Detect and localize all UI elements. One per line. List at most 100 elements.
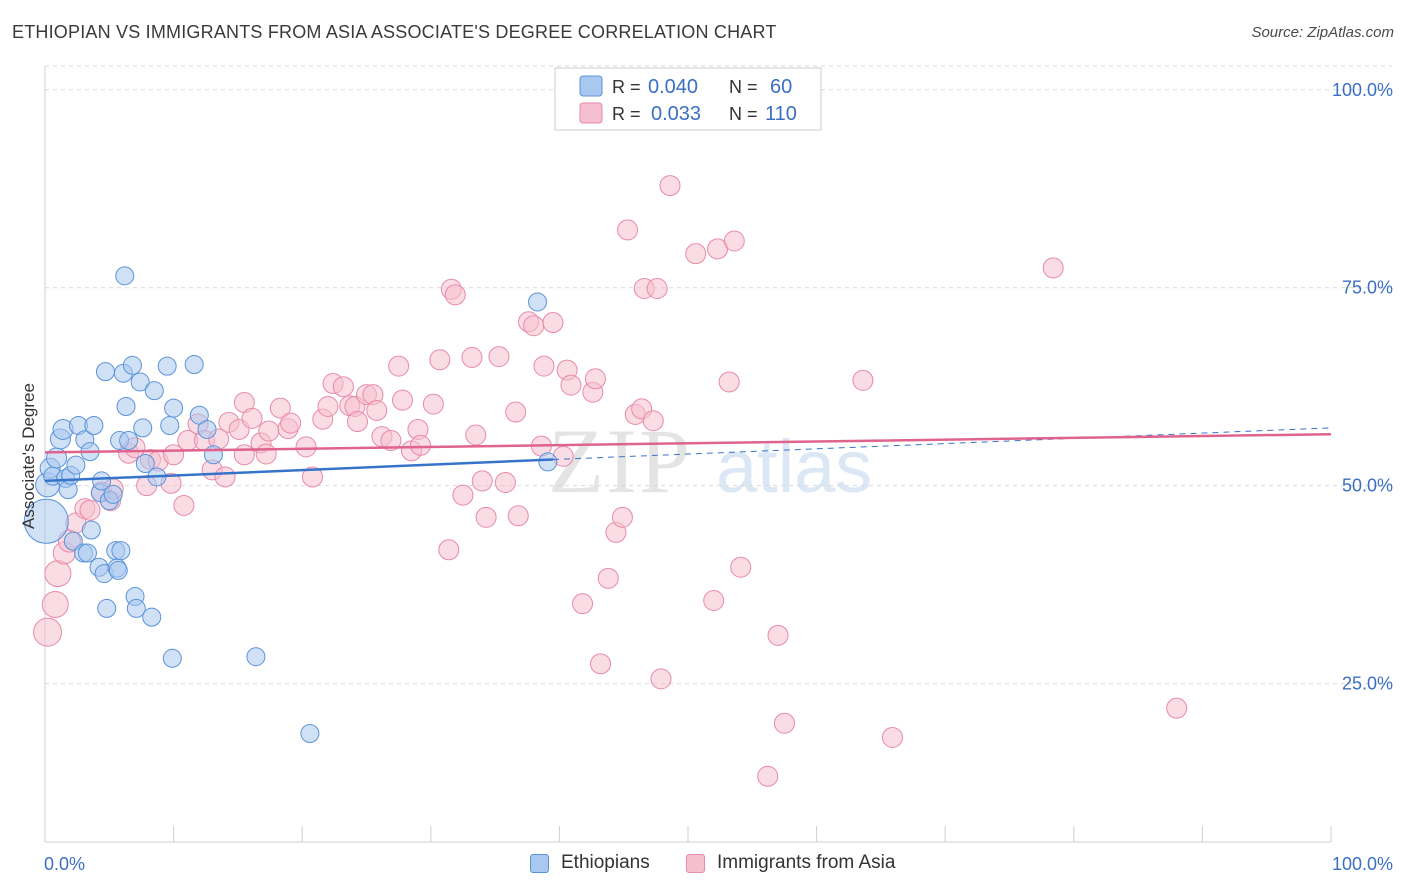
x-axis-ticks xyxy=(44,826,1332,842)
data-point xyxy=(133,418,153,438)
data-point xyxy=(280,412,302,434)
data-point xyxy=(84,415,104,435)
data-point xyxy=(461,346,483,368)
data-point xyxy=(116,396,136,416)
data-point xyxy=(66,455,86,475)
y-axis-tick-labels: 25.0% 50.0% 75.0% 100.0% xyxy=(1332,80,1393,694)
data-point xyxy=(164,398,184,418)
data-point xyxy=(494,472,516,494)
data-point xyxy=(584,368,606,390)
data-point xyxy=(122,355,142,375)
data-point xyxy=(380,430,402,452)
data-point xyxy=(757,765,779,787)
y-tick-label: 100.0% xyxy=(1332,80,1393,100)
data-point xyxy=(1166,697,1188,719)
data-point xyxy=(317,395,339,417)
data-point xyxy=(41,590,69,618)
data-point xyxy=(438,539,460,561)
y-tick-label: 50.0% xyxy=(1342,476,1393,496)
y-axis-title: Associate's Degree xyxy=(19,383,38,529)
data-point xyxy=(505,401,527,423)
data-point xyxy=(590,653,612,675)
data-point xyxy=(646,278,668,300)
data-point xyxy=(723,230,745,252)
legend-n-value-1: 60 xyxy=(770,76,792,98)
data-point xyxy=(523,315,545,337)
data-point xyxy=(471,470,493,492)
data-point xyxy=(465,424,487,446)
data-point xyxy=(542,312,564,334)
chart-source: Source: ZipAtlas.com xyxy=(1251,24,1394,41)
data-point xyxy=(119,431,139,451)
data-point xyxy=(422,393,444,415)
data-point xyxy=(767,624,789,646)
data-point xyxy=(81,520,101,540)
data-point xyxy=(77,543,97,563)
y-tick-label: 75.0% xyxy=(1342,278,1393,298)
watermark-atlas: atlas xyxy=(716,425,872,508)
data-point xyxy=(130,372,150,392)
legend-bottom-ethiopians: Ethiopians xyxy=(530,852,650,874)
data-point xyxy=(79,499,101,521)
y-tick-label: 25.0% xyxy=(1342,674,1393,694)
data-point xyxy=(301,466,323,488)
legend-swatch-ethiopians xyxy=(579,75,603,97)
trend-line-ethiopians xyxy=(44,458,554,483)
data-point xyxy=(429,349,451,371)
data-point xyxy=(173,494,195,516)
series-immigrants-from-asia-points xyxy=(33,175,1188,787)
data-point xyxy=(97,598,117,618)
data-point xyxy=(203,445,223,465)
data-point xyxy=(650,668,672,690)
data-point xyxy=(95,362,115,382)
data-point xyxy=(410,434,432,456)
series-ethiopians-points xyxy=(23,266,558,744)
data-point xyxy=(1042,257,1064,279)
data-point xyxy=(366,399,388,421)
data-point xyxy=(23,498,69,544)
legend-bottom-label-immigrants: Immigrants from Asia xyxy=(717,852,896,873)
data-point xyxy=(392,389,414,411)
watermark: ZIP atlas xyxy=(548,410,872,512)
gridlines xyxy=(45,65,1392,685)
legend-bottom-immigrants: Immigrants from Asia xyxy=(686,852,895,874)
data-point xyxy=(33,617,63,647)
data-point xyxy=(111,541,131,561)
data-point xyxy=(184,355,204,375)
data-point xyxy=(538,452,558,472)
legend-n-label-1: N = xyxy=(729,77,758,97)
legend-n-value-2: 110 xyxy=(765,103,797,125)
data-point xyxy=(233,444,255,466)
data-point xyxy=(126,598,146,618)
legend-r-label-1: R = xyxy=(612,77,641,97)
legend-n-label-2: N = xyxy=(729,104,758,124)
data-point xyxy=(852,369,874,391)
trend-line-ethiopians-extension xyxy=(552,427,1332,461)
legend-box: R = 0.040 N = 60 R = 0.033 N = 110 xyxy=(554,67,822,131)
trend-line-immigrants-from-asia xyxy=(44,432,1332,454)
legend-bottom-swatch-immigrants xyxy=(686,853,705,873)
data-point xyxy=(197,419,217,439)
data-point xyxy=(295,436,317,458)
data-point xyxy=(475,506,497,528)
data-point xyxy=(444,284,466,306)
legend-r-value-1: 0.040 xyxy=(648,76,698,98)
data-point xyxy=(617,219,639,241)
data-point xyxy=(108,560,128,580)
data-point xyxy=(255,443,277,465)
data-point xyxy=(597,567,619,589)
data-point xyxy=(703,589,725,611)
data-point xyxy=(346,411,368,433)
legend-bottom-swatch-ethiopians xyxy=(530,853,549,873)
data-point xyxy=(560,374,582,396)
data-point xyxy=(773,712,795,734)
data-point xyxy=(135,454,155,474)
data-point xyxy=(103,484,123,504)
data-point xyxy=(269,397,291,419)
legend-bottom-label-ethiopians: Ethiopians xyxy=(561,852,650,873)
data-point xyxy=(332,376,354,398)
legend-swatch-immigrants-from-asia xyxy=(579,102,603,124)
legend-r-value-2: 0.033 xyxy=(651,103,701,125)
data-point xyxy=(388,355,410,377)
